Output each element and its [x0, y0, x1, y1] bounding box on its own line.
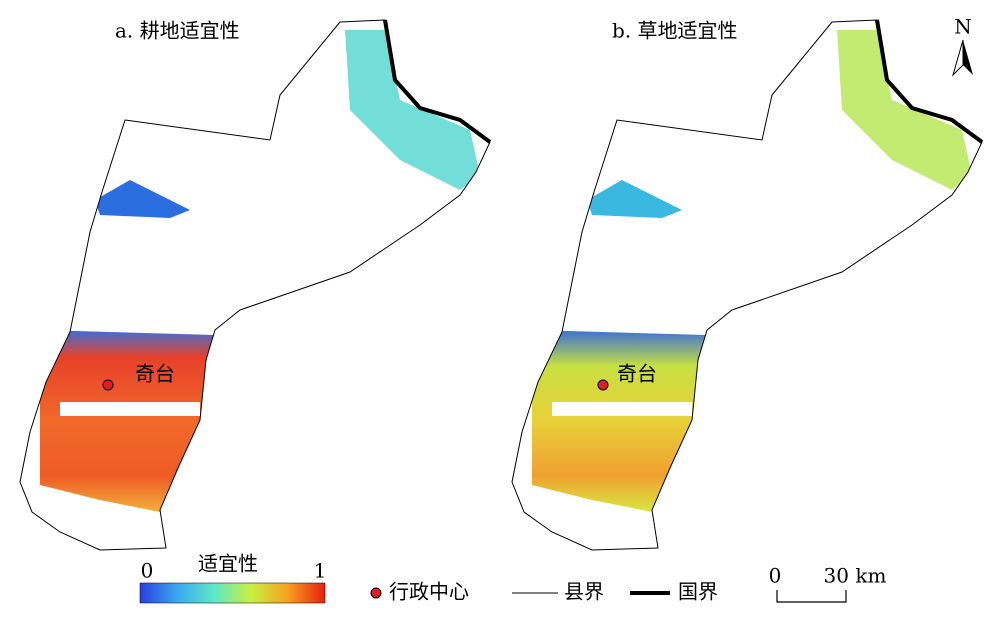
legend: 行政中心 县界 国界 [370, 580, 718, 604]
scale-start: 0 [769, 564, 782, 588]
scale-end: 30 km [824, 564, 887, 588]
colorbar-title: 适宜性 [198, 552, 258, 576]
colorbar-min: 0 [141, 559, 154, 583]
panel-title: a. 耕地适宜性 [115, 19, 240, 43]
panel-a: 奇台 a. 耕地适宜性 [19, 19, 492, 551]
center-label: 奇台 [135, 362, 175, 386]
legend-label: 国界 [678, 580, 718, 604]
colorbar-max: 1 [314, 559, 327, 583]
colorbar: 0 1 适宜性 [139, 552, 327, 604]
legend-label: 县界 [564, 580, 604, 604]
admin-center [597, 379, 609, 391]
panel-title: b. 草地适宜性 [612, 19, 738, 43]
scale-bar: 0 30 km [769, 564, 887, 603]
center-label: 奇台 [617, 362, 657, 386]
north-label: N [954, 15, 972, 39]
panel-b: 奇台 b. 草地适宜性 [511, 19, 984, 551]
admin-center [102, 379, 114, 391]
north-arrow: N [951, 15, 973, 77]
legend-label: 行政中心 [389, 580, 469, 604]
